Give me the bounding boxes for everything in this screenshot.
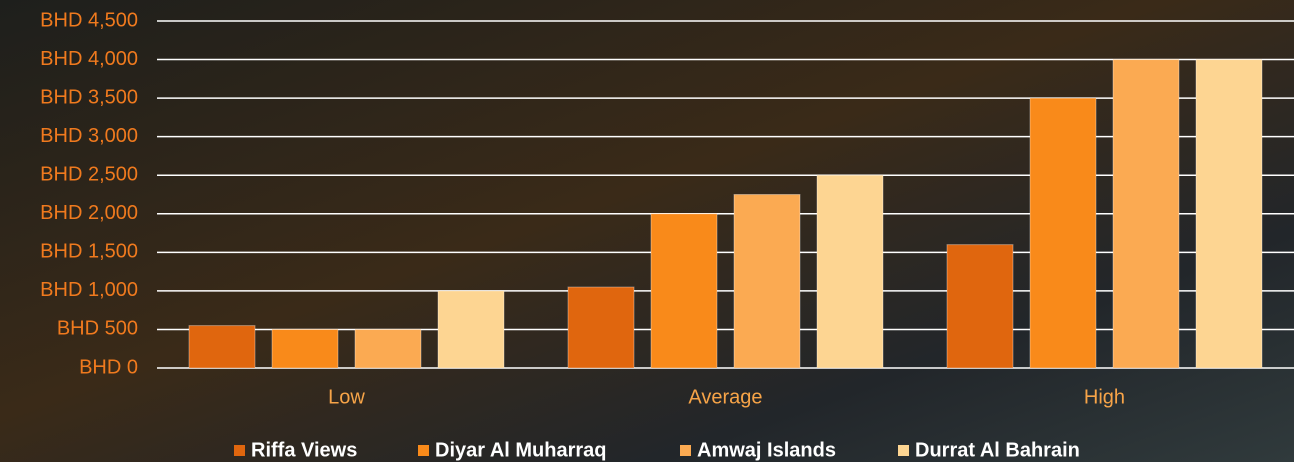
bar — [817, 175, 883, 368]
legend-marker — [234, 445, 245, 456]
y-tick-label: BHD 2,000 — [40, 202, 138, 224]
y-tick-label: BHD 500 — [57, 318, 138, 340]
y-tick-label: BHD 3,000 — [40, 125, 138, 147]
bar — [651, 214, 717, 368]
legend-label: Durrat Al Bahrain — [915, 439, 1080, 461]
chart: BHD 0 BHD 500 BHD 1,000 BHD 1,500 BHD 2,000 B… — [0, 0, 1294, 462]
y-tick-label: BHD 2,500 — [40, 164, 138, 186]
bar — [189, 326, 255, 368]
legend-marker — [898, 445, 909, 456]
legend-label: Riffa Views — [251, 439, 357, 461]
legend-marker — [418, 445, 429, 456]
bar — [438, 291, 504, 368]
y-tick-label: BHD 3,500 — [40, 86, 138, 108]
legend-marker — [680, 445, 691, 456]
page: {"chart_data": {"type": "bar", "categori… — [0, 0, 1294, 462]
x-tick-label: Low — [328, 386, 365, 408]
legend-label: Diyar Al Muharraq — [435, 439, 607, 461]
y-tick-label: BHD 4,000 — [40, 48, 138, 70]
bar — [1030, 98, 1096, 368]
bar — [1113, 60, 1179, 368]
bar — [355, 329, 421, 368]
y-tick-label: BHD 1,000 — [40, 279, 138, 301]
bar — [947, 245, 1013, 368]
bar — [568, 287, 634, 368]
bar — [272, 329, 338, 368]
y-tick-label: BHD 1,500 — [40, 241, 138, 263]
x-tick-label: High — [1084, 386, 1125, 408]
y-tick-label: BHD 4,500 — [40, 9, 138, 31]
bar — [1196, 60, 1262, 368]
legend-label: Amwaj Islands — [697, 439, 836, 461]
bar — [734, 195, 800, 369]
y-tick-label: BHD 0 — [79, 356, 138, 378]
x-tick-label: Average — [688, 386, 762, 408]
